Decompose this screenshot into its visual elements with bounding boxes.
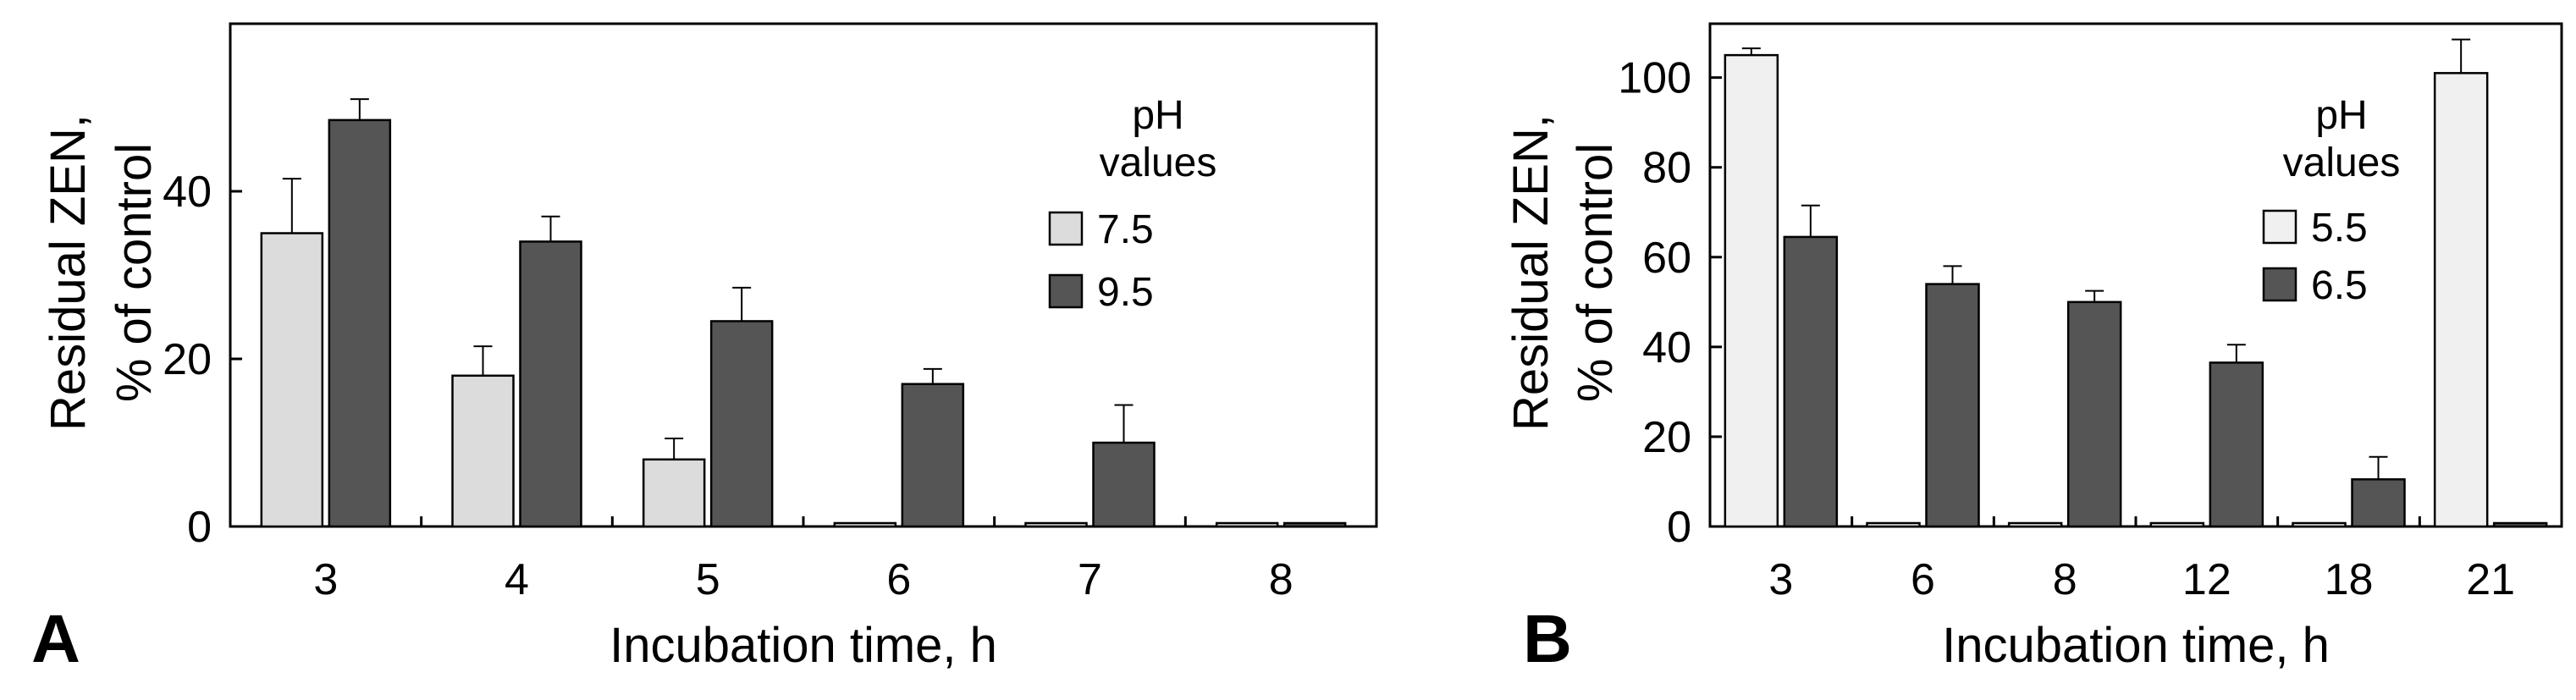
bar-9.5-5: [709, 320, 774, 528]
x-tick-label: 7: [1078, 555, 1102, 604]
x-tick-label: 8: [2053, 555, 2077, 604]
y-axis-label-line1: Residual ZEN,: [41, 114, 96, 431]
y-tick-label: 20: [163, 335, 212, 384]
y-tick-label: 20: [1642, 413, 1691, 462]
bar-6.5-18: [2351, 478, 2406, 528]
x-tick-label: 12: [2182, 555, 2231, 604]
x-axis-label: Incubation time, h: [610, 618, 997, 673]
x-tick-label: 3: [313, 555, 338, 604]
legend-swatch-6.5: [2262, 267, 2297, 302]
legend-label-5.5: 5.5: [2311, 206, 2368, 251]
bar-6.5-21: [2492, 521, 2548, 528]
bar-7.5-6: [833, 521, 897, 528]
x-tick-label: 18: [2325, 555, 2374, 604]
bar-7.5-4: [451, 374, 515, 528]
bar-9.5-8: [1282, 521, 1347, 528]
x-tick-label: 3: [1768, 555, 1793, 604]
y-tick-label: 0: [1667, 503, 1691, 552]
x-axis-label: Incubation time, h: [1942, 618, 2330, 673]
bar-5.5-21: [2433, 72, 2489, 528]
bar-9.5-3: [328, 119, 392, 528]
x-tick-label: 6: [1911, 555, 1935, 604]
panel-letter: B: [1523, 601, 1572, 676]
bar-7.5-7: [1024, 521, 1088, 528]
y-axis-label-line1: Residual ZEN,: [1503, 114, 1558, 431]
legend-title-line2: values: [1100, 141, 1217, 185]
bar-7.5-8: [1215, 521, 1279, 528]
plot-frame: [229, 22, 1378, 528]
panel-a: 0 20 40 3 4 5 6 7 8 Incubation time, h Residual ZE…: [31, 22, 1378, 676]
y-tick-label: 60: [1642, 234, 1691, 283]
bar-9.5-4: [519, 240, 582, 528]
legend-label-9.5: 9.5: [1097, 270, 1154, 315]
y-axis-label-line2: % of control: [107, 143, 162, 402]
y-tick-label: 100: [1618, 54, 1691, 103]
bar-5.5-8: [2007, 521, 2063, 528]
bar-9.5-6: [901, 383, 965, 528]
x-tick-label: 4: [505, 555, 529, 604]
panel-b: 0 20 40 60 80 100 3 6 8 12 18 21 Incubation time, h R…: [1503, 22, 2563, 676]
legend-swatch-5.5: [2262, 209, 2297, 245]
bar-6.5-3: [1783, 235, 1839, 528]
x-tick-label: 21: [2466, 555, 2515, 604]
x-tick-label: 5: [696, 555, 720, 604]
legend-label-6.5: 6.5: [2311, 263, 2368, 308]
bar-5.5-3: [1724, 53, 1779, 528]
legend-title-line2: values: [2283, 141, 2401, 185]
legend-label-7.5: 7.5: [1097, 207, 1154, 252]
bar-5.5-12: [2149, 521, 2205, 528]
y-tick-label: 80: [1642, 144, 1691, 193]
bar-5.5-6: [1866, 521, 1921, 528]
y-axis-label-line2: % of control: [1568, 143, 1623, 402]
bar-5.5-18: [2292, 521, 2347, 528]
x-tick-label: 6: [886, 555, 911, 604]
bar-6.5-12: [2209, 361, 2264, 528]
legend-swatch-7.5: [1048, 211, 1084, 246]
x-tick-label: 8: [1269, 555, 1294, 604]
legend-title-line1: pH: [2315, 93, 2367, 138]
panel-letter: A: [31, 601, 80, 676]
bar-9.5-7: [1092, 441, 1156, 528]
y-tick-label: 0: [187, 503, 212, 552]
legend-swatch-9.5: [1048, 273, 1084, 309]
legend-title-line1: pH: [1132, 93, 1183, 138]
bar-6.5-8: [2066, 300, 2122, 528]
bar-7.5-5: [642, 458, 706, 528]
bar-6.5-6: [1925, 283, 1980, 528]
y-tick-label: 40: [1642, 323, 1691, 372]
bar-7.5-3: [260, 232, 324, 528]
y-tick-label: 40: [163, 168, 212, 217]
